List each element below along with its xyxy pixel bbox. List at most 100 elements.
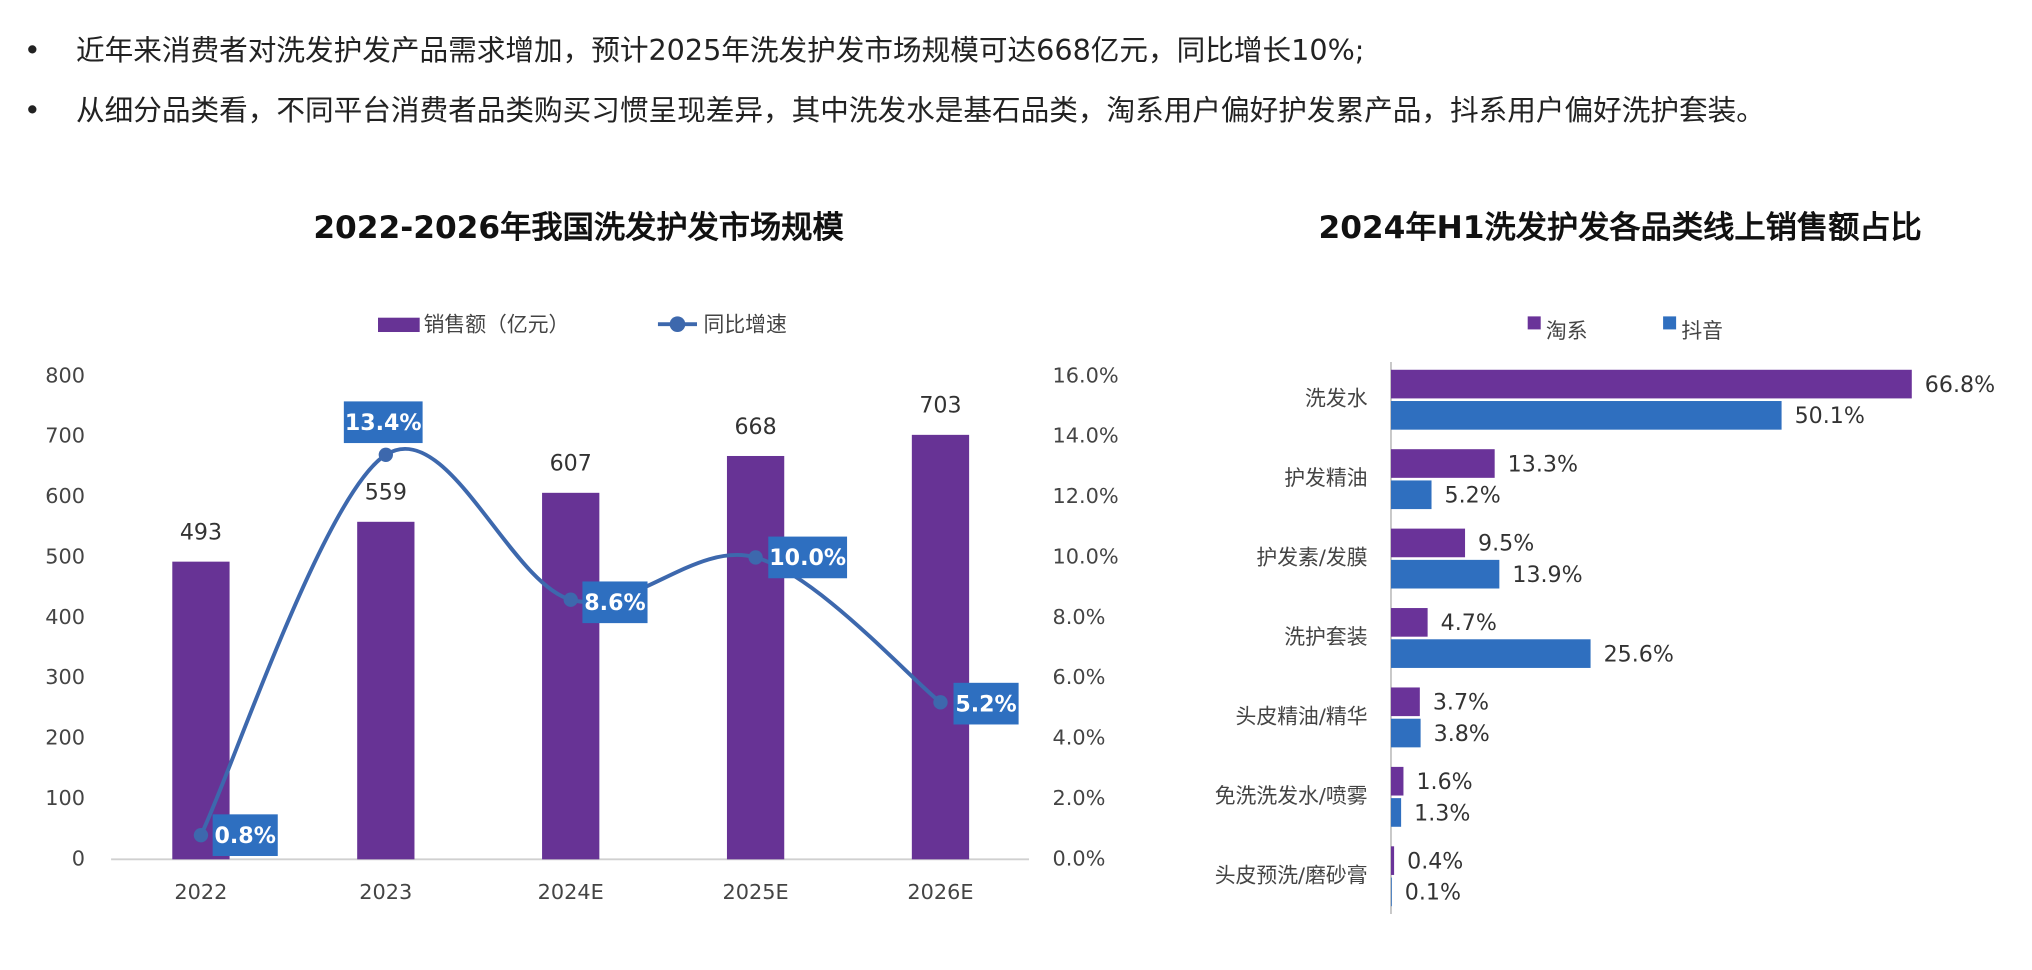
bar	[1390, 877, 1392, 907]
bar-value-label: 559	[365, 480, 407, 506]
data-label-box	[768, 536, 848, 579]
legend-label: 同比增速	[704, 313, 787, 337]
line-point	[748, 550, 763, 565]
y2-tick-label: 4.0%	[1052, 726, 1105, 750]
y2-tick-label: 16.0%	[1052, 363, 1118, 387]
y2-tick-label: 10.0%	[1052, 544, 1118, 568]
y-tick-label: 护发素/发膜	[1256, 546, 1367, 570]
bar	[1390, 480, 1432, 510]
bar-value-label: 668	[734, 414, 776, 440]
bar-value-label: 0.4%	[1407, 848, 1463, 874]
chart-title: 2024年H1洗发护发各品类线上销售额占比	[1318, 210, 1921, 246]
legend-label: 抖音	[1681, 319, 1723, 343]
bar	[1390, 639, 1591, 668]
y-tick-label: 600	[45, 484, 85, 508]
bullet-text: 从细分品类看，不同平台消费者品类购买习惯呈现差异，其中洗发水是基石品类，淘系用户…	[76, 93, 1765, 127]
bar	[1390, 608, 1428, 637]
y2-tick-label: 0.0%	[1052, 846, 1105, 870]
y-tick-label: 400	[45, 605, 85, 629]
y-tick-label: 洗护套装	[1284, 625, 1367, 649]
y-tick-label: 700	[45, 424, 85, 448]
bar-value-label: 1.6%	[1416, 769, 1472, 795]
bar	[172, 561, 230, 860]
data-label-box	[343, 401, 423, 444]
bar-value-label: 0.1%	[1405, 880, 1461, 906]
bar-value-label: 25.6%	[1604, 641, 1674, 667]
data-label: 10.0%	[769, 545, 846, 571]
bar-value-label: 9.5%	[1478, 531, 1534, 557]
bar	[726, 455, 785, 860]
y-tick-label: 0	[72, 846, 85, 870]
legend-label: 销售额（亿元）	[424, 313, 570, 337]
bar-value-label: 66.8%	[1925, 372, 1995, 398]
bar-value-label: 13.9%	[1512, 562, 1582, 588]
bar-value-label: 5.2%	[1445, 483, 1501, 509]
bar	[1390, 528, 1466, 558]
x-tick-label: 2024E	[538, 880, 604, 904]
x-tick-label: 2025E	[723, 880, 789, 904]
line-point	[563, 592, 578, 607]
line-point	[933, 695, 948, 710]
bar-value-label: 703	[919, 393, 961, 419]
data-label: 13.4%	[345, 410, 422, 436]
bar	[357, 521, 415, 860]
bullet-mark: •	[24, 93, 41, 127]
y2-tick-label: 6.0%	[1052, 665, 1105, 689]
bullet-mark: •	[24, 33, 41, 67]
x-tick-label: 2026E	[907, 880, 973, 904]
bar-value-label: 4.7%	[1441, 610, 1497, 636]
legend-label: 淘系	[1546, 319, 1588, 343]
bar-value-label: 3.7%	[1433, 690, 1489, 716]
x-tick-label: 2022	[174, 880, 227, 904]
chart-title: 2022-2026年我国洗发护发市场规模	[313, 210, 844, 246]
data-label: 0.8%	[215, 823, 276, 849]
y-tick-label: 500	[45, 544, 85, 568]
bar	[911, 434, 970, 860]
bar	[1390, 687, 1420, 717]
y-tick-label: 100	[45, 786, 85, 810]
y2-tick-label: 14.0%	[1052, 424, 1118, 448]
y-tick-label: 800	[45, 363, 85, 387]
y-tick-label: 头皮预洗/磨砂膏	[1215, 863, 1368, 887]
data-label: 5.2%	[955, 691, 1016, 717]
bar	[1390, 846, 1395, 875]
bar	[542, 492, 600, 860]
bullet-text: 近年来消费者对洗发护发产品需求增加，预计2025年洗发护发市场规模可达668亿元…	[76, 33, 1365, 67]
y-tick-label: 300	[45, 665, 85, 689]
bar-value-label: 493	[180, 520, 222, 546]
bar	[1390, 369, 1912, 399]
line-point	[193, 828, 209, 843]
line-point	[378, 447, 393, 462]
bar	[1390, 798, 1402, 827]
data-label-box	[953, 682, 1019, 725]
bar-value-label: 13.3%	[1508, 451, 1578, 477]
legend-swatch	[378, 317, 420, 333]
bar	[1390, 559, 1500, 589]
bar-value-label: 50.1%	[1795, 403, 1865, 429]
legend-swatch	[1527, 316, 1541, 330]
bar	[1390, 766, 1404, 796]
y-tick-label: 免洗洗发水/喷雾	[1215, 784, 1368, 808]
x-tick-label: 2023	[359, 880, 412, 904]
data-label-box	[582, 581, 648, 624]
bar-value-label: 3.8%	[1434, 721, 1490, 747]
bar	[1390, 401, 1782, 430]
data-label: 8.6%	[584, 590, 645, 616]
line	[199, 446, 942, 837]
y-tick-label: 洗发水	[1305, 387, 1368, 411]
y-tick-label: 200	[45, 726, 85, 750]
y2-tick-label: 8.0%	[1052, 605, 1105, 629]
y2-tick-label: 2.0%	[1052, 786, 1105, 810]
legend-swatch	[1663, 316, 1677, 330]
y-tick-label: 护发精油	[1284, 466, 1367, 490]
legend-marker	[669, 316, 686, 333]
bar	[1390, 718, 1421, 748]
bar-value-label: 1.3%	[1414, 800, 1470, 826]
y2-tick-label: 12.0%	[1052, 484, 1118, 508]
y-tick-label: 头皮精油/精华	[1236, 704, 1368, 728]
data-label-box	[212, 814, 278, 857]
bar-value-label: 607	[550, 451, 592, 477]
bar	[1390, 449, 1495, 478]
